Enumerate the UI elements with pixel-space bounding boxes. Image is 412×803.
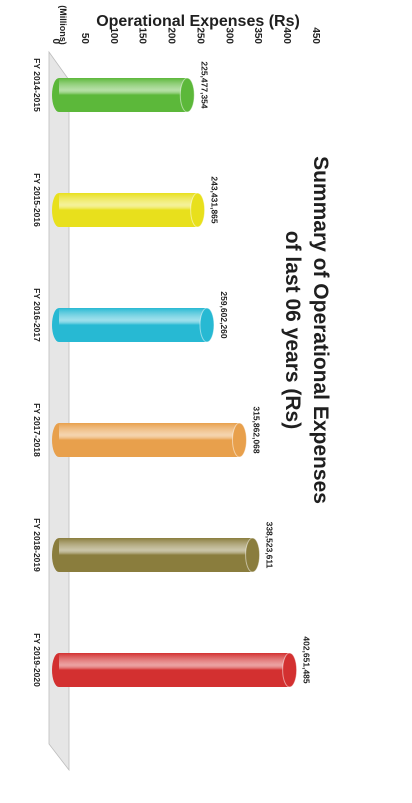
y-tick-label: 200: [166, 27, 177, 44]
bar-FY 2017-2018: [52, 422, 247, 458]
bar-top: [231, 422, 247, 458]
bar-shading: [59, 308, 207, 342]
y-tick-label: 350: [252, 27, 263, 44]
bar-shading: [59, 653, 290, 687]
x-category-label: FY 2015-2016: [32, 173, 42, 227]
y-tick-label: 400: [281, 27, 292, 44]
y-axis: 0 50 100 150 200 250 300 350 400 450: [50, 27, 321, 44]
bar-top: [282, 652, 298, 688]
chart-title-line1: Summary of Operational Expenses: [309, 156, 332, 504]
bar-value-label: 402,651,485: [302, 636, 312, 684]
x-category-label: FY 2014-2015: [32, 58, 42, 112]
bar-top: [245, 537, 261, 573]
chart-floor: [48, 50, 70, 772]
bar-top: [199, 307, 215, 343]
labels-group: 225,477,354 FY 2014-2015 243,431,865 FY 201…: [32, 58, 312, 687]
x-category-label: FY 2018-2019: [32, 518, 42, 572]
bar-FY 2015-2016: [52, 192, 206, 228]
bar-shading: [59, 193, 198, 227]
x-category-label: FY 2016-2017: [32, 288, 42, 342]
y-tick-label: 250: [194, 27, 205, 44]
bar-FY 2014-2015: [52, 77, 195, 113]
bar-shading: [59, 538, 253, 572]
y-tick-label: 300: [223, 27, 234, 44]
y-tick-label: 50: [79, 33, 90, 45]
y-axis-unit: (Millions): [58, 5, 68, 45]
y-tick-label: 150: [137, 27, 148, 44]
bar-shading: [59, 423, 240, 457]
chart-title-line2: of last 06 years (Rs): [281, 231, 304, 429]
y-tick-label: 450: [310, 27, 321, 44]
chart-rotated-group: 0 50 100 150 200 250 300 350 400 450 225,477,354 F…: [32, 5, 332, 772]
bar-value-label: 338,523,611: [265, 522, 275, 569]
chart-floor-plane: [48, 50, 70, 772]
bar-value-label: 243,431,865: [210, 176, 220, 224]
bar-top: [190, 192, 206, 228]
bar-value-label: 315,862,068: [251, 406, 261, 454]
bar-value-label: 259,602,260: [219, 291, 229, 339]
y-axis-title: Operational Expenses (Rs): [96, 13, 300, 30]
bar-FY 2016-2017: [52, 307, 215, 343]
y-tick-label: 0: [50, 38, 61, 44]
bar-FY 2018-2019: [52, 537, 261, 573]
bar-top: [179, 77, 195, 113]
y-tick-label: 100: [108, 27, 119, 44]
x-category-label: FY 2017-2018: [32, 403, 42, 457]
bars-group: [52, 77, 298, 688]
x-category-label: FY 2019-2020: [32, 633, 42, 687]
bar-FY 2019-2020: [52, 652, 298, 688]
bar-value-label: 225,477,354: [199, 61, 209, 109]
bar-shading: [59, 78, 188, 112]
